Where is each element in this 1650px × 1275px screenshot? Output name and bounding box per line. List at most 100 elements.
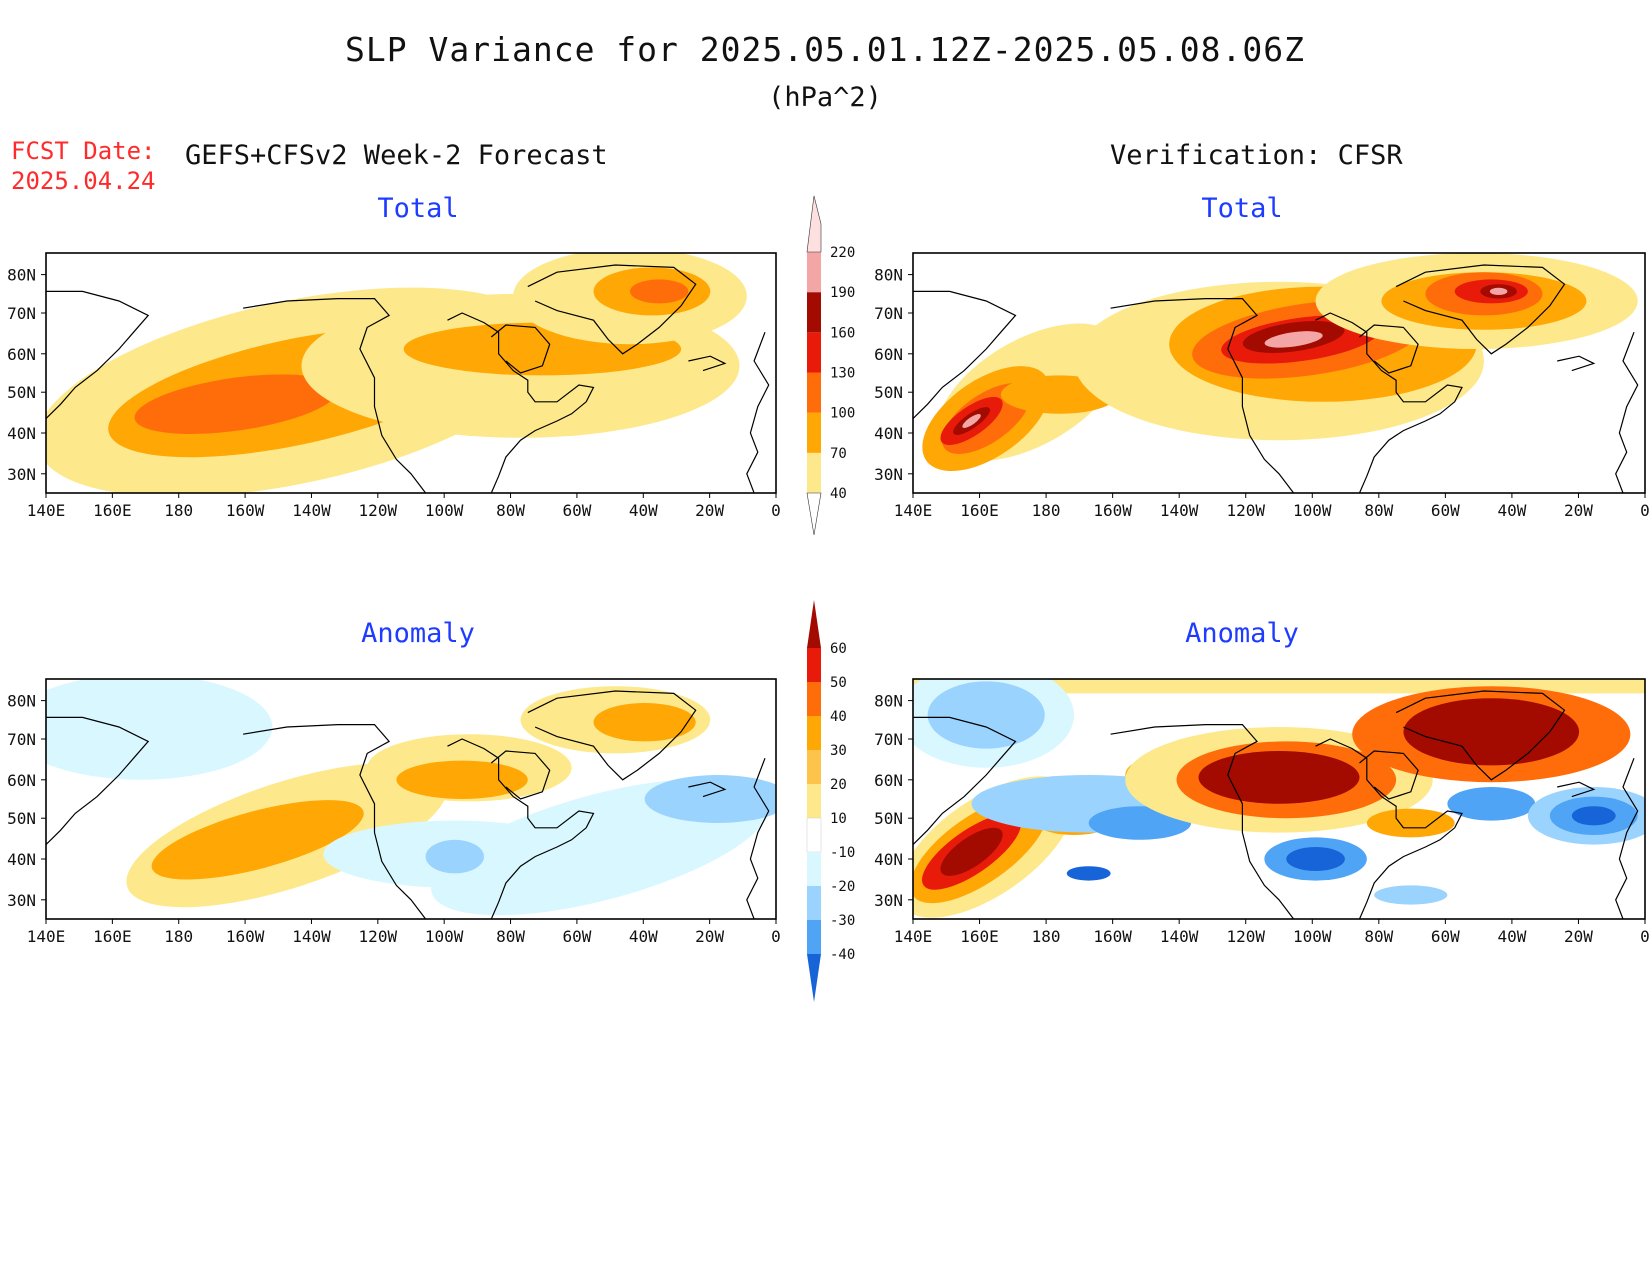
lat-label: 40N [7, 850, 36, 869]
lon-label: 0 [771, 927, 781, 946]
colorbar-label: 40 [830, 486, 847, 502]
lon-label: 0 [771, 501, 781, 520]
colorbar-label: 100 [830, 406, 855, 422]
lat-label: 60N [7, 345, 36, 364]
lat-label: 50N [7, 383, 36, 402]
lon-label: 80W [496, 501, 525, 520]
colorbar-swatch [807, 784, 821, 818]
coastline [527, 690, 697, 781]
map-panel-bottom-right [913, 679, 1645, 919]
colorbar-label: 50 [830, 675, 847, 691]
lon-label: 160E [93, 501, 132, 520]
colorbar-label: 30 [830, 743, 847, 759]
map-panel-top-left [46, 253, 776, 493]
lon-label: 180 [1032, 501, 1061, 520]
colorbar-swatch [807, 292, 821, 333]
lon-label: 120W [1226, 927, 1265, 946]
coastline [447, 738, 595, 919]
colorbar-swatch [806, 817, 822, 853]
colorbar-label: 160 [830, 325, 855, 341]
coastline [1110, 723, 1295, 919]
colorbar-label: 60 [830, 641, 847, 657]
forecast-date-value: 2025.04.24 [11, 167, 156, 195]
lat-label: 80N [874, 266, 903, 285]
lat-label: 40N [874, 424, 903, 443]
map-frame [45, 678, 777, 920]
lat-label: 80N [874, 692, 903, 711]
contour-region [940, 827, 1003, 876]
map-panel-top-right [913, 253, 1645, 493]
lon-label: 160W [1093, 927, 1132, 946]
contour-region [425, 839, 484, 874]
colorbar-label: -10 [830, 845, 855, 861]
contour-region [151, 800, 364, 880]
lon-label: 180 [164, 501, 193, 520]
panel-title-bottom-right: Anomaly [1185, 618, 1299, 649]
colorbar-swatch [807, 716, 821, 750]
lon-label: 120W [1226, 501, 1265, 520]
lon-label: 0 [1640, 501, 1650, 520]
lon-label: 40W [1497, 927, 1526, 946]
coastline [1615, 331, 1639, 493]
contour-region [593, 703, 696, 742]
lat-label: 40N [874, 850, 903, 869]
lat-label: 30N [874, 465, 903, 484]
forecast-date-block: FCST Date: 2025.04.24 [11, 136, 156, 196]
panel-title-top-left: Total [377, 193, 459, 224]
lat-label: 60N [874, 771, 903, 790]
main-title: SLP Variance for 2025.05.01.12Z-2025.05.… [345, 30, 1305, 69]
panel-title-bottom-left: Anomaly [361, 618, 475, 649]
lon-label: 140W [1160, 501, 1199, 520]
lon-label: 140W [292, 501, 331, 520]
lat-label: 60N [874, 345, 903, 364]
contour-region [1198, 751, 1360, 804]
coastline [490, 324, 551, 374]
coastline [46, 290, 150, 420]
contour-region [1374, 885, 1448, 905]
units-label: (hPa^2) [768, 82, 882, 113]
coastline [490, 750, 551, 800]
contour-region [1447, 787, 1536, 821]
coastline [447, 312, 595, 493]
contour-region [396, 760, 528, 799]
lon-label: 140W [292, 927, 331, 946]
coastline [1359, 750, 1419, 800]
lon-label: 60W [1431, 927, 1460, 946]
colorbar-swatch [807, 412, 821, 453]
lon-label: 60W [562, 927, 591, 946]
colorbar-swatch [807, 372, 821, 413]
colorbar-label: 130 [830, 366, 855, 382]
coastline [1557, 781, 1596, 798]
lat-label: 30N [7, 465, 36, 484]
colorbar-swatch [806, 195, 822, 253]
colorbar-swatch [807, 332, 821, 373]
lat-label: 50N [7, 809, 36, 828]
coastline [1359, 324, 1419, 374]
contour-region [46, 679, 273, 780]
lon-label: 20W [695, 927, 724, 946]
lat-label: 30N [874, 891, 903, 910]
lat-label: 70N [874, 730, 903, 749]
lat-label: 30N [7, 891, 36, 910]
colorbar-label: 220 [830, 245, 855, 261]
lat-label: 40N [7, 424, 36, 443]
contour-region [1264, 331, 1323, 348]
colorbar-swatch [807, 886, 821, 920]
coastline [1110, 298, 1295, 493]
map-panel-bottom-left [46, 679, 776, 919]
lon-label: 160W [226, 501, 265, 520]
contour-region [134, 374, 338, 434]
lon-label: 100W [1293, 927, 1332, 946]
contour-region [1286, 847, 1345, 871]
lat-label: 70N [7, 730, 36, 749]
lat-label: 50N [874, 809, 903, 828]
lon-label: 180 [164, 927, 193, 946]
colorbar-label: 10 [830, 811, 847, 827]
coastline [46, 716, 150, 846]
coastline [1315, 738, 1463, 919]
contour-region [1571, 806, 1616, 826]
contour-region [1366, 808, 1455, 838]
lon-label: 60W [1431, 501, 1460, 520]
coastline [527, 264, 697, 355]
